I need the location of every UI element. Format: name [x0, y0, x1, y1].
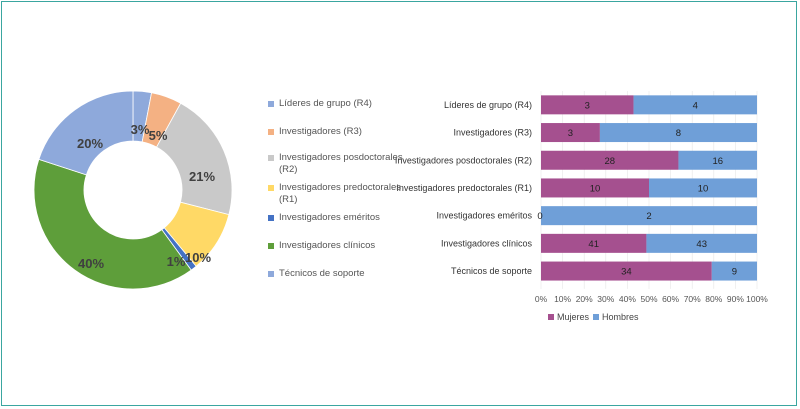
- data-label-mujeres: 28: [604, 156, 615, 167]
- legend-item-tecnicos: Técnicos de soporte: [268, 268, 408, 280]
- data-label-hombres: 43: [696, 239, 707, 250]
- data-label-hombres: 9: [732, 267, 737, 278]
- donut-data-label: 10%: [185, 250, 211, 265]
- legend-swatch: [268, 129, 274, 135]
- x-tick-label: 60%: [662, 294, 679, 304]
- bar-hombres: [599, 123, 757, 143]
- legend-swatch: [268, 215, 274, 221]
- legend-item-clinicos: Investigadores clínicos: [268, 240, 408, 252]
- legend-label: Líderes de grupo (R4): [279, 98, 372, 109]
- data-label-hombres: 2: [646, 211, 651, 222]
- donut-slice: [33, 158, 192, 290]
- x-tick-label: 40%: [619, 294, 636, 304]
- x-tick-label: 90%: [727, 294, 744, 304]
- category-label: Técnicos de soporte: [451, 266, 532, 276]
- category-label: Investigadores predoctorales (R1): [396, 183, 532, 193]
- x-tick-label: 50%: [640, 294, 657, 304]
- data-label-mujeres: 41: [588, 239, 599, 250]
- legend-item-emeritos: Investigadores eméritos: [268, 212, 408, 224]
- category-label: Investigadores (R3): [453, 128, 532, 138]
- donut-data-label: 40%: [78, 256, 104, 271]
- donut-data-label: 20%: [77, 136, 103, 151]
- bar-mujeres: [541, 95, 634, 115]
- legend-swatch: [268, 155, 274, 161]
- x-tick-label: 0%: [535, 294, 548, 304]
- legend-swatch: [593, 314, 599, 320]
- donut-slice: [38, 90, 134, 176]
- bar-hombres: [678, 150, 757, 170]
- data-label-hombres: 10: [698, 183, 709, 194]
- category-label: Investigadores eméritos: [436, 211, 532, 221]
- category-label: Líderes de grupo (R4): [444, 100, 532, 110]
- x-tick-label: 20%: [576, 294, 593, 304]
- legend-swatch: [268, 243, 274, 249]
- legend-item-r2: Investigadores posdoctorales (R2): [268, 152, 408, 176]
- bar-mujeres: [541, 261, 712, 281]
- legend-label: Hombres: [602, 312, 639, 322]
- bar-hombres: [541, 206, 757, 226]
- legend-item-r4: Líderes de grupo (R4): [268, 98, 408, 110]
- x-tick-label: 100%: [746, 294, 768, 304]
- bar-hombres: [711, 261, 757, 281]
- legend-swatch: [268, 101, 274, 107]
- bar-mujeres: [541, 233, 647, 253]
- data-label-hombres: 8: [676, 128, 681, 139]
- data-label-mujeres: 10: [590, 183, 601, 194]
- donut-data-label: 21%: [189, 169, 215, 184]
- category-label: Investigadores posdoctorales (R2): [395, 155, 532, 165]
- x-tick-label: 70%: [684, 294, 701, 304]
- category-label: Investigadores clínicos: [441, 238, 533, 248]
- x-tick-label: 30%: [597, 294, 614, 304]
- legend-item-r1: Investigadores predoctorales (R1): [268, 182, 408, 206]
- data-label-mujeres: 34: [621, 267, 632, 278]
- donut-data-label: 5%: [149, 128, 168, 143]
- legend-label: Técnicos de soporte: [279, 268, 365, 279]
- x-tick-label: 10%: [554, 294, 571, 304]
- donut-data-label: 3%: [131, 122, 150, 137]
- legend-label: Investigadores (R3): [279, 126, 362, 137]
- bar-mujeres: [541, 150, 679, 170]
- donut-legend: Líderes de grupo (R4) Investigadores (R3…: [268, 98, 408, 290]
- legend-swatch: [268, 271, 274, 277]
- legend-swatch: [268, 185, 274, 191]
- data-label-hombres: 4: [693, 100, 698, 111]
- bar-hombres: [646, 233, 757, 253]
- legend-label: Investigadores predoctorales (R1): [279, 182, 401, 205]
- data-label-mujeres: 3: [568, 128, 573, 139]
- bar-hombres: [649, 178, 757, 198]
- legend-swatch: [548, 314, 554, 320]
- legend-label: Investigadores eméritos: [279, 212, 380, 223]
- donut-data-label: 1%: [167, 254, 186, 269]
- data-label-hombres: 16: [712, 156, 723, 167]
- data-label-mujeres: 3: [585, 100, 590, 111]
- bar-hombres: [633, 95, 757, 115]
- data-label-mujeres: 0: [537, 211, 542, 222]
- x-tick-label: 80%: [705, 294, 722, 304]
- legend-label: Mujeres: [557, 312, 590, 322]
- legend-label: Investigadores clínicos: [279, 240, 376, 251]
- bar-mujeres: [541, 178, 649, 198]
- legend-item-r3: Investigadores (R3): [268, 126, 408, 138]
- bar-mujeres: [541, 123, 600, 143]
- legend-label: Investigadores posdoctorales (R2): [279, 152, 403, 175]
